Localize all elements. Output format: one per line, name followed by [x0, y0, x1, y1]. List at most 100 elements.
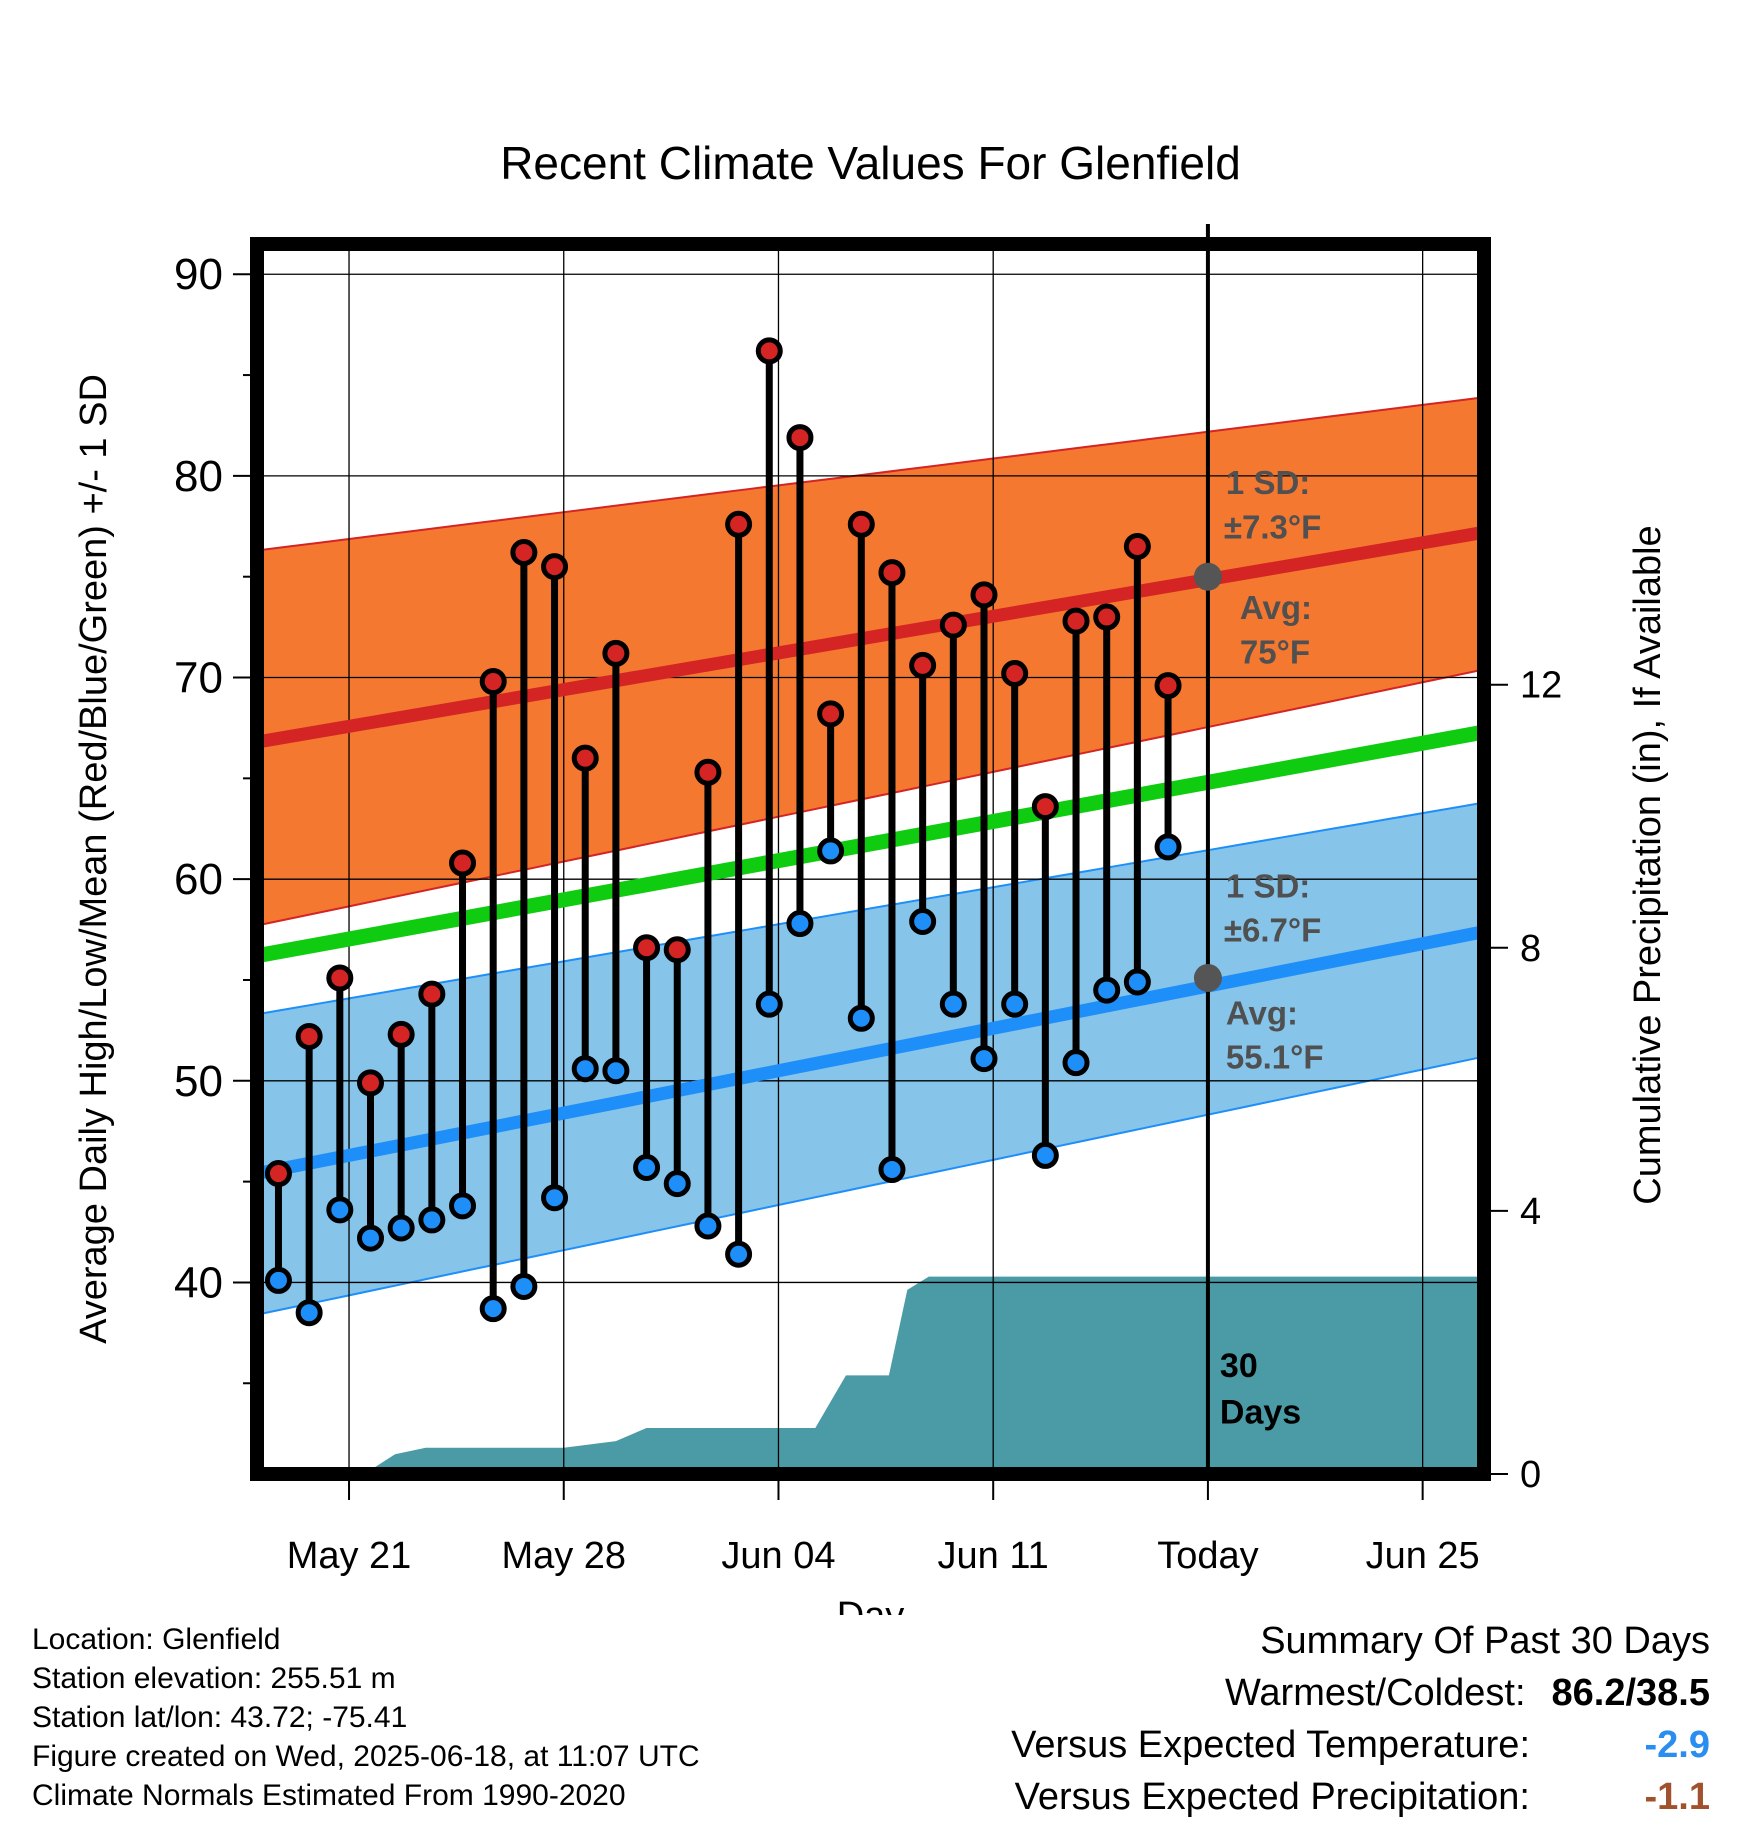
- low-point: [663, 1170, 691, 1198]
- y-tick-label-left: 60: [174, 855, 223, 904]
- high-point: [755, 337, 783, 365]
- high-point: [786, 424, 814, 452]
- axis-labels: 40 50 60 70 80 90 0 4 8 12 May 21 May 28 Jun 04 Jun 1…: [73, 137, 1669, 1615]
- summary-heading: Summary Of Past 30 Days: [1260, 1620, 1710, 1662]
- high-point: [878, 559, 906, 587]
- high-point: [939, 611, 967, 639]
- high-sd-value: ±7.3°F: [1224, 508, 1321, 545]
- x-tick-label: Today: [1157, 1535, 1258, 1577]
- high-point: [418, 980, 446, 1008]
- low-avg-value: 55.1°F: [1226, 1039, 1324, 1076]
- high-point: [694, 758, 722, 786]
- high-point: [1093, 603, 1121, 631]
- normals-text: Climate Normals Estimated From 1990-2020: [32, 1779, 626, 1812]
- low-point: [633, 1154, 661, 1182]
- today-high-avg-dot: [1193, 562, 1222, 591]
- low-point: [571, 1055, 599, 1083]
- y-tick-label-left: 70: [174, 654, 223, 703]
- high-avg-label: Avg:: [1240, 589, 1312, 626]
- low-point: [326, 1196, 354, 1224]
- y-tick-label-left: 40: [174, 1258, 223, 1307]
- precip-value: -1.1: [1644, 1776, 1710, 1818]
- high-point: [1001, 659, 1029, 687]
- low-point: [786, 910, 814, 938]
- high-average-line: [255, 525, 1486, 749]
- x-tick-label: May 28: [501, 1535, 626, 1577]
- high-avg-value: 75°F: [1240, 633, 1310, 670]
- elevation-text: Station elevation: 255.51 m: [32, 1662, 396, 1695]
- high-point: [602, 639, 630, 667]
- high-point: [264, 1160, 292, 1188]
- low-point: [1031, 1141, 1059, 1169]
- low-point: [418, 1206, 446, 1234]
- created-text: Figure created on Wed, 2025-06-18, at 11…: [32, 1740, 700, 1773]
- low-point: [449, 1192, 477, 1220]
- y-tick-label-right: 4: [1520, 1191, 1541, 1233]
- low-point: [1123, 968, 1151, 996]
- precip-cumulative-area: [257, 1276, 1484, 1474]
- warm-cold-label: Warmest/Coldest:: [1224, 1672, 1526, 1714]
- high-point: [356, 1069, 384, 1097]
- x-tick-label: May 21: [287, 1535, 412, 1577]
- x-tick-label: Jun 11: [938, 1535, 1049, 1577]
- precip-label: Versus Expected Precipitation:: [1014, 1776, 1530, 1818]
- y-tick-label-left: 80: [174, 452, 223, 501]
- high-sd-label: 1 SD:: [1226, 464, 1310, 501]
- period-unit: Days: [1220, 1394, 1301, 1432]
- precip-row: Versus Expected Precipitation: -1.1: [1011, 1771, 1710, 1823]
- high-point: [479, 668, 507, 696]
- temp-value: -2.9: [1644, 1724, 1710, 1766]
- precipitation-area: [257, 1276, 1484, 1474]
- daily-markers: [264, 337, 1182, 1327]
- low-point: [878, 1156, 906, 1184]
- high-point: [909, 651, 937, 679]
- low-point: [356, 1224, 384, 1252]
- station-info: Location: Glenfield Station elevation: 2…: [32, 1620, 700, 1815]
- low-point: [847, 1004, 875, 1032]
- temp-label: Versus Expected Temperature:: [1011, 1724, 1530, 1766]
- low-point: [541, 1184, 569, 1212]
- y-tick-label-right: 8: [1520, 928, 1541, 970]
- high-point: [817, 700, 845, 728]
- high-point: [663, 936, 691, 964]
- low-point: [602, 1057, 630, 1085]
- high-point: [571, 744, 599, 772]
- high-point: [326, 964, 354, 992]
- daily-range-stems: [274, 350, 1172, 1313]
- y-tick-label-left: 50: [174, 1057, 223, 1106]
- low-point: [295, 1299, 323, 1327]
- low-point: [479, 1295, 507, 1323]
- chart-title: Recent Climate Values For Glenfield: [500, 137, 1241, 189]
- low-point: [817, 837, 845, 865]
- low-point: [264, 1266, 292, 1294]
- latlon-text: Station lat/lon: 43.72; -75.41: [32, 1701, 408, 1734]
- high-point: [387, 1020, 415, 1048]
- low-point: [939, 990, 967, 1018]
- high-point: [633, 934, 661, 962]
- high-point: [1123, 532, 1151, 560]
- y-tick-label-right: 12: [1520, 665, 1562, 707]
- low-avg-label: Avg:: [1226, 994, 1298, 1031]
- warm-cold-value: 86.2/38.5: [1551, 1672, 1710, 1714]
- high-point: [1031, 793, 1059, 821]
- x-tick-label: Jun 25: [1366, 1535, 1480, 1577]
- high-point: [510, 539, 538, 567]
- today-low-avg-dot: [1193, 963, 1222, 992]
- low-point: [387, 1214, 415, 1242]
- low-point: [510, 1272, 538, 1300]
- low-point: [1001, 990, 1029, 1018]
- low-point: [694, 1212, 722, 1240]
- y-axis-label-left: Average Daily High/Low/Mean (Red/Blue/Gr…: [73, 374, 115, 1344]
- warm-cold-row: Warmest/Coldest: 86.2/38.5: [1011, 1667, 1710, 1719]
- low-point: [755, 990, 783, 1018]
- summary-panel: Summary Of Past 30 Days Warmest/Coldest:…: [1011, 1615, 1710, 1823]
- high-point: [847, 510, 875, 538]
- low-sd-value: ±6.7°F: [1224, 912, 1321, 949]
- low-point: [1093, 976, 1121, 1004]
- x-axis-label: Day: [837, 1595, 905, 1615]
- low-point: [970, 1045, 998, 1073]
- low-point: [725, 1240, 753, 1268]
- annotations: 1 SD: ±7.3°F Avg: 75°F 1 SD: ±6.7°F Avg: 55.1°F…: [1193, 464, 1324, 1432]
- high-point: [970, 581, 998, 609]
- location-text: Location: Glenfield: [32, 1623, 281, 1656]
